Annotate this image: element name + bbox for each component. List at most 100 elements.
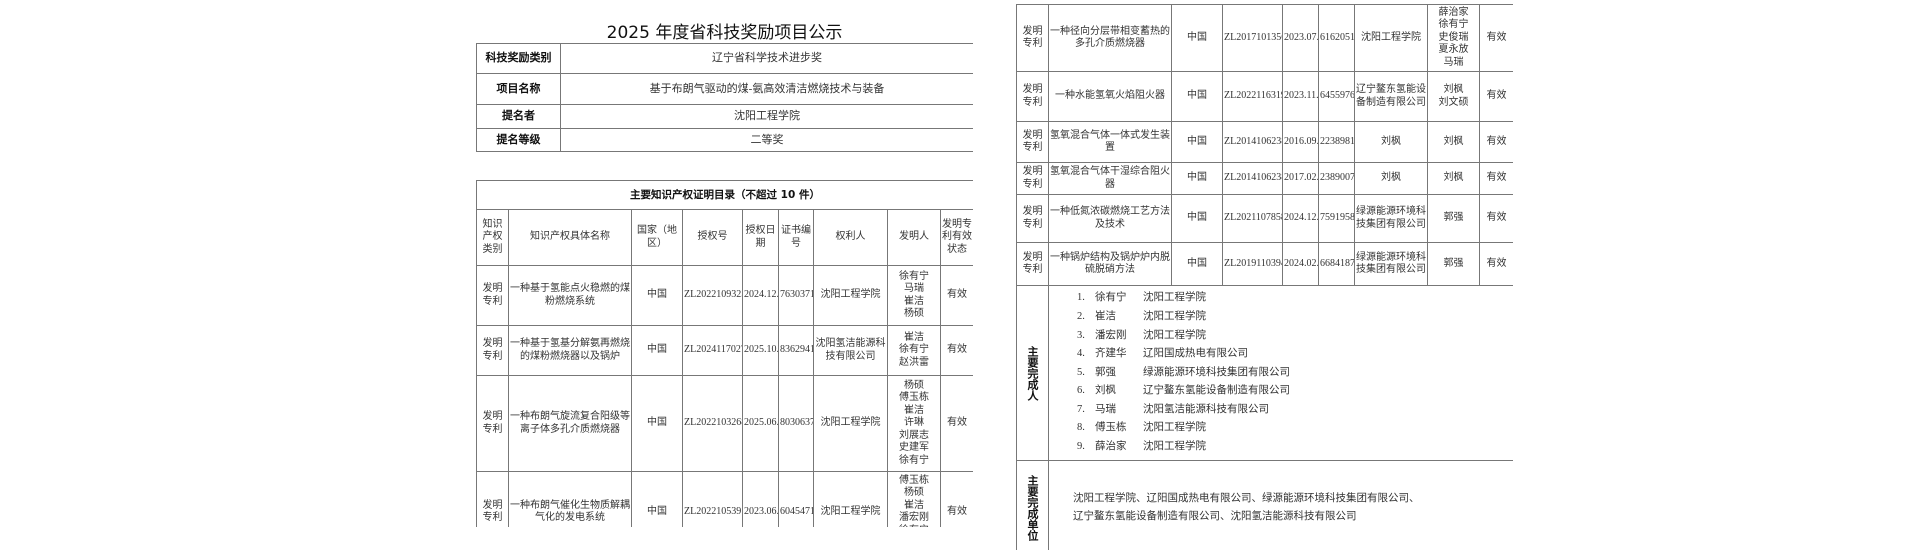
completion-table: 主要完成人 1. 徐有宁 沈阳工程学院 2. 崔洁 沈阳工程学院 3. 潘宏刚 沈阳工程学院 4.… [1016,285,1513,550]
patent-type: 发明专利 [476,375,509,472]
ip-header-row: 知识产权类别 知识产权具体名称 国家（地区） 授权号 授权日期 证书编号 权利人 发明人 发明专… [476,209,973,266]
patent-inventors: 郭强 [1427,194,1480,243]
patent-inventors: 郭强 [1427,242,1480,286]
patent-status: 有效 [940,471,973,527]
person-name: 马瑞 [1095,403,1116,415]
patent-row: 发明专利氢氧混合气体一体式发生装置中国ZL201410623892.02016.… [1016,121,1513,163]
ip-section-title: 主要知识产权证明目录（不超过 10 件） [476,180,973,210]
person-org: 绿源能源环境科技集团有限公司 [1143,366,1290,378]
patent-status: 有效 [1479,71,1513,122]
patent-cert: 6045471 [778,471,814,527]
patent-status: 有效 [1479,194,1513,243]
patent-country: 中国 [1171,71,1223,122]
info-row: 提名等级 二等奖 [476,128,973,152]
person-n: 6. [1077,385,1085,397]
patent-inventors: 傅玉栋杨硕崔洁潘宏刚徐有宁史建军 [887,471,941,527]
patent-cert: 7591958 [1318,194,1355,243]
patent-no: ZL202411702794.6 [682,325,743,376]
person-name: 徐有宁 [1095,292,1127,304]
column-header: 授权日期 [742,209,779,266]
patent-date: 2025.10.17 [742,325,779,376]
patent-no: ZL202210326830.8 [682,375,743,472]
ip-table-continued: 发明专利一种径向分层带相变蓄热的多孔介质燃烧器中国ZL201710135687.… [1016,4,1513,286]
person-org: 沈阳工程学院 [1143,441,1206,453]
patent-name: 氢氧混合气体一体式发生装置 [1048,121,1172,163]
person-item: 6. 刘枫 辽宁鳌东氢能设备制造有限公司 [1077,382,1512,401]
patent-cert: 6162051 [1318,4,1355,72]
units-line: 辽宁鳌东氢能设备制造有限公司、沈阳氢洁能源科技有限公司 [1073,511,1357,522]
info-value: 沈阳工程学院 [560,104,973,129]
patent-name: 一种锅炉结构及锅炉炉内脱硫脱硝方法 [1048,242,1172,286]
patent-status: 有效 [1479,121,1513,163]
patent-owner: 绿源能源环境科技集团有限公司 [1354,242,1428,286]
column-header: 权利人 [813,209,888,266]
patent-status: 有效 [940,325,973,376]
info-value: 二等奖 [560,128,973,152]
patent-cert: 2238981 [1318,121,1355,163]
patent-date: 2024.12.27 [742,265,779,326]
person-n: 2. [1077,310,1085,322]
patent-country: 中国 [1171,194,1223,243]
person-org: 沈阳工程学院 [1143,292,1206,304]
patent-status: 有效 [1479,162,1513,195]
persons-list: 1. 徐有宁 沈阳工程学院 2. 崔洁 沈阳工程学院 3. 潘宏刚 沈阳工程学院 4. 齐建华 辽阳国… [1048,285,1513,461]
patent-inventors: 刘枫 [1427,162,1480,195]
patent-no: ZL202110785842.2 [1222,194,1283,243]
person-org: 辽宁鳌东氢能设备制造有限公司 [1143,385,1290,397]
person-item: 4. 齐建华 辽阳国成热电有限公司 [1077,345,1512,364]
patent-type: 发明专利 [1016,194,1049,243]
patent-date: 2023.07.21 [1282,4,1319,72]
patent-row: 发明专利一种基于氢能点火稳燃的煤粉燃烧系统中国ZL202210932556.92… [476,265,973,326]
person-item: 1. 徐有宁 沈阳工程学院 [1077,289,1512,308]
patent-inventors: 杨硕 傅玉栋 崔洁 许琳 刘展志 史建军 徐有宁 [887,375,941,472]
person-item: 5. 郭强 绿源能源环境科技集团有限公司 [1077,364,1512,383]
patent-status: 有效 [1479,4,1513,72]
info-label: 项目名称 [476,73,561,105]
patent-no: ZL202211631910.0 [1222,71,1283,122]
column-header: 发明专利有效状态 [940,209,973,266]
person-name: 潘宏刚 [1095,329,1127,341]
ip-table: 主要知识产权证明目录（不超过 10 件） 知识产权类别 知识产权具体名称 国家（地区）… [476,180,973,527]
patent-inventors: 薛治家 徐有宁 史俊瑞 夏永放 马瑞 [1427,4,1480,72]
patent-type: 发明专利 [476,471,509,527]
column-header: 发明人 [887,209,941,266]
document-page-2: 发明专利一种径向分层带相变蓄热的多孔介质燃烧器中国ZL201710135687.… [1016,0,1513,550]
patent-date: 2024.02.06 [1282,242,1319,286]
patent-status: 有效 [1479,242,1513,286]
patent-inventors: 徐有宁 马瑞 崔洁 杨硕 [887,265,941,326]
patent-row: 发明专利一种布朗气催化生物质解耦气化的发电系统中国ZL202210539181.… [476,471,973,527]
project-info-table: 科技奖励类别 辽宁省科学技术进步奖 项目名称 基于布朗气驱动的煤-氨高效清洁燃烧技术与… [476,43,973,152]
person-name: 薛治家 [1095,441,1127,453]
patent-name: 一种基于氢基分解氨再燃烧的煤粉燃烧器以及锅炉 [508,325,632,376]
units-label: 主要完成单位 [1016,460,1049,550]
patent-name: 一种低氮浓碳燃烧工艺方法及技术 [1048,194,1172,243]
patent-no: ZL202210932556.9 [682,265,743,326]
person-n: 5. [1077,366,1085,378]
person-item: 8. 傅玉栋 沈阳工程学院 [1077,419,1512,438]
patent-no: ZL201710135687.3 [1222,4,1283,72]
patent-owner: 刘枫 [1354,162,1428,195]
info-row: 提名者 沈阳工程学院 [476,104,973,129]
patent-country: 中国 [631,375,683,472]
patent-date: 2025.06.27 [742,375,779,472]
info-row: 项目名称 基于布朗气驱动的煤-氨高效清洁燃烧技术与装备 [476,73,973,105]
patent-owner: 沈阳氢洁能源科技有限公司 [813,325,888,376]
info-label: 科技奖励类别 [476,43,561,74]
patent-type: 发明专利 [476,325,509,376]
main-persons-row: 主要完成人 1. 徐有宁 沈阳工程学院 2. 崔洁 沈阳工程学院 3. 潘宏刚 沈阳工程学院 4.… [1016,285,1513,461]
patent-no: ZL201911039425.2 [1222,242,1283,286]
patent-name: 氢氧混合气体干湿综合阻火器 [1048,162,1172,195]
person-item: 2. 崔洁 沈阳工程学院 [1077,308,1512,327]
patent-row: 发明专利一种锅炉结构及锅炉炉内脱硫脱硝方法中国ZL201911039425.22… [1016,242,1513,286]
patent-country: 中国 [1171,4,1223,72]
patent-type: 发明专利 [1016,121,1049,163]
person-n: 3. [1077,329,1085,341]
patent-type: 发明专利 [1016,242,1049,286]
person-n: 8. [1077,422,1085,434]
info-value: 基于布朗气驱动的煤-氨高效清洁燃烧技术与装备 [560,73,973,105]
patent-name: 一种布朗气催化生物质解耦气化的发电系统 [508,471,632,527]
patent-row: 发明专利一种径向分层带相变蓄热的多孔介质燃烧器中国ZL201710135687.… [1016,4,1513,72]
main-units-row: 主要完成单位 沈阳工程学院、辽阳国成热电有限公司、绿源能源环境科技集团有限公司、… [1016,460,1513,550]
person-name: 齐建华 [1095,348,1127,360]
patent-owner: 刘枫 [1354,121,1428,163]
